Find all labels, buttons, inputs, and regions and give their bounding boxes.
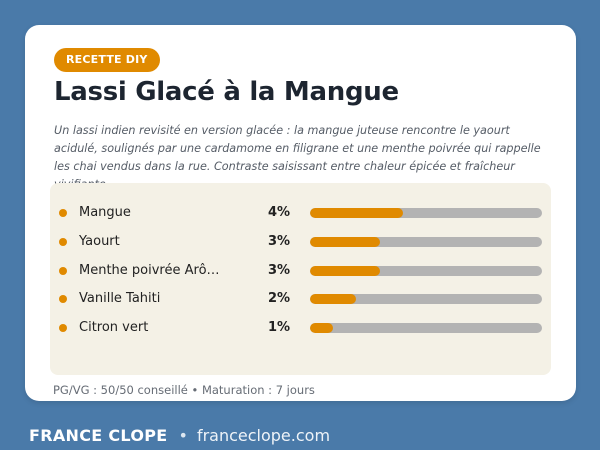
ingredient-percent: 2% [268, 291, 291, 306]
ingredients-panel: Mangue 4% Yaourt 3% Menthe poivrée Arôme… [50, 183, 551, 375]
brand-name: FRANCE CLOPE [29, 426, 168, 445]
ingredient-percent: 4% [268, 205, 291, 220]
brand-separator: • [178, 426, 188, 445]
bullet-dot-icon [59, 324, 67, 332]
ingredient-row: Citron vert 1% [50, 318, 551, 338]
recipe-footnote: PG/VG : 50/50 conseillé • Maturation : 7… [53, 383, 315, 397]
ingredient-bar-fill [310, 294, 357, 304]
ingredient-row: Mangue 4% [50, 203, 551, 223]
ingredient-name: Vanille Tahiti [79, 291, 161, 306]
ingredient-percent: 3% [268, 234, 291, 249]
ingredient-name: Yaourt [79, 234, 120, 249]
bullet-dot-icon [59, 238, 67, 246]
ingredient-row: Menthe poivrée Arôme… 3% [50, 261, 551, 281]
brand-footer: FRANCE CLOPE • franceclope.com [29, 426, 330, 445]
ingredient-bar-fill [310, 237, 380, 247]
ingredient-name: Menthe poivrée Arôme… [79, 263, 229, 278]
ingredient-bar-track [310, 294, 542, 304]
ingredient-row: Vanille Tahiti 2% [50, 289, 551, 309]
bullet-dot-icon [59, 209, 67, 217]
category-badge: RECETTE DIY [54, 48, 160, 72]
ingredient-bar-track [310, 208, 542, 218]
bullet-dot-icon [59, 295, 67, 303]
ingredient-bar-fill [310, 208, 403, 218]
ingredient-bar-track [310, 323, 542, 333]
ingredient-bar-fill [310, 266, 380, 276]
ingredient-percent: 3% [268, 263, 291, 278]
brand-url-link[interactable]: franceclope.com [196, 426, 331, 445]
recipe-card: RECETTE DIY Lassi Glacé à la Mangue Un l… [25, 25, 576, 401]
recipe-title: Lassi Glacé à la Mangue [54, 77, 399, 107]
ingredient-name: Mangue [79, 205, 131, 220]
ingredient-percent: 1% [268, 320, 291, 335]
ingredient-row: Yaourt 3% [50, 232, 551, 252]
ingredient-name: Citron vert [79, 320, 149, 335]
ingredient-bar-track [310, 237, 542, 247]
ingredient-bar-fill [310, 323, 334, 333]
ingredient-bar-track [310, 266, 542, 276]
bullet-dot-icon [59, 267, 67, 275]
